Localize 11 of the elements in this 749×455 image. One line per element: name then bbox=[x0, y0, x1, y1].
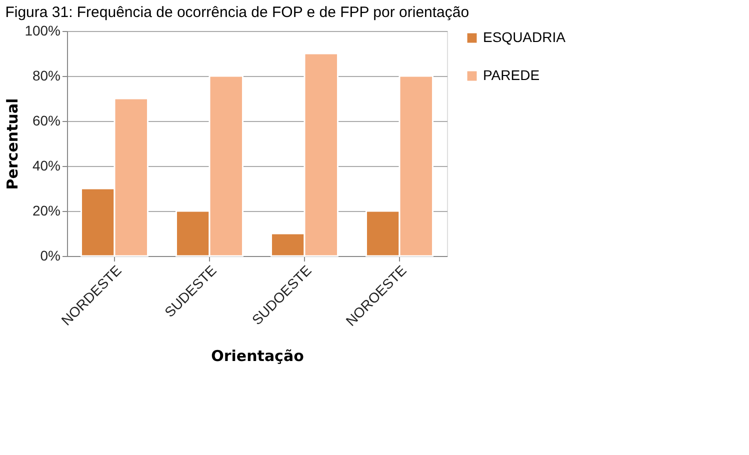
y-tick-label: 20% bbox=[32, 202, 60, 218]
y-tick-label: 80% bbox=[32, 68, 60, 84]
y-tick-label: 100% bbox=[24, 22, 60, 38]
y-tick-label: 0% bbox=[40, 248, 60, 264]
y-tick-label: 40% bbox=[32, 158, 60, 174]
legend-label: ESQUADRIA bbox=[483, 29, 566, 45]
x-axis-title: Orientação bbox=[211, 346, 304, 365]
chart-title: Figura 31: Frequência de ocorrência de FOP e de FPP por orientação bbox=[5, 4, 470, 21]
y-tick-label: 60% bbox=[32, 112, 60, 128]
legend-label: PAREDE bbox=[483, 67, 540, 83]
y-axis-title: Percentual bbox=[4, 98, 22, 190]
